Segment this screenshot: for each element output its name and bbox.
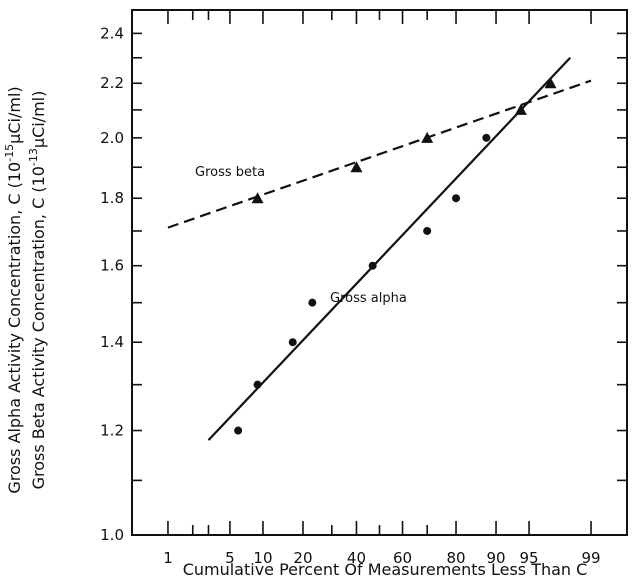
triangle-point-2	[421, 131, 434, 143]
y-axis-title-beta-unit: μCi/ml)	[29, 91, 48, 148]
triangle-point-1	[350, 161, 363, 173]
circle-point-2	[288, 338, 297, 347]
y-axis-title-beta-text: Gross Beta Activity Concentration, C (10	[29, 166, 48, 489]
axis-ticks	[132, 10, 627, 536]
circle-point-1	[253, 380, 262, 389]
y-tick-label-1.6: 1.6	[100, 257, 124, 275]
triangle-point-3	[514, 103, 527, 115]
circle-point-3	[308, 298, 317, 307]
triangle-point-0	[251, 192, 264, 204]
y-axis-title-alpha-exponent: -15	[3, 144, 16, 162]
x-tick-label-60: 60	[393, 549, 412, 567]
fit-line-triangle	[167, 79, 592, 229]
x-tick-label-20: 20	[293, 549, 312, 567]
y-tick-label-1.2: 1.2	[100, 422, 124, 440]
y-tick-label-2.4: 2.4	[100, 24, 124, 42]
circle-point-6	[452, 194, 461, 203]
series-label-gross-beta: Gross beta	[195, 165, 265, 180]
x-axis-title: Cumulative Percent Of Measurements Less …	[183, 560, 588, 579]
circle-point-0	[234, 426, 243, 435]
x-tick-label-10: 10	[253, 549, 272, 567]
y-axis-title-alpha: Gross Alpha Activity Concentration, C (1…	[3, 86, 24, 493]
x-tick-label-5: 5	[225, 549, 235, 567]
circle-point-4	[368, 261, 377, 270]
x-tick-label-99: 99	[581, 549, 600, 567]
x-tick-label-80: 80	[446, 549, 465, 567]
tick-labels: 1 5 10 20 40 60 80 90 95 99 1.0 1.2 1.4 1.6 1.8 2.0 2.2 2…	[100, 24, 600, 567]
series-label-gross-alpha: Gross alpha	[330, 291, 407, 306]
y-axis-title-beta: Gross Beta Activity Concentration, C (10…	[27, 91, 48, 490]
fit-line-circle	[207, 57, 571, 441]
x-tick-label-1: 1	[163, 549, 173, 567]
triangle-point-4	[544, 77, 557, 89]
y-tick-label-1.8: 1.8	[100, 189, 124, 207]
y-tick-label-2: 2.0	[100, 129, 124, 147]
data-points	[234, 77, 557, 435]
x-tick-label-95: 95	[520, 549, 539, 567]
circle-point-7	[482, 133, 491, 142]
fit-lines	[167, 57, 592, 441]
y-tick-label-1: 1.0	[100, 526, 124, 544]
x-tick-label-40: 40	[347, 549, 366, 567]
plot-frame	[131, 9, 628, 536]
x-tick-label-90: 90	[486, 549, 505, 567]
y-axis-title-alpha-text: Gross Alpha Activity Concentration, C (1…	[5, 162, 24, 494]
y-tick-label-2.2: 2.2	[100, 74, 124, 92]
circle-point-5	[423, 226, 432, 235]
y-tick-label-1.4: 1.4	[100, 333, 124, 351]
y-axis-title-beta-exponent: -13	[27, 148, 40, 166]
y-axis-title-alpha-unit: μCi/ml)	[5, 86, 24, 143]
